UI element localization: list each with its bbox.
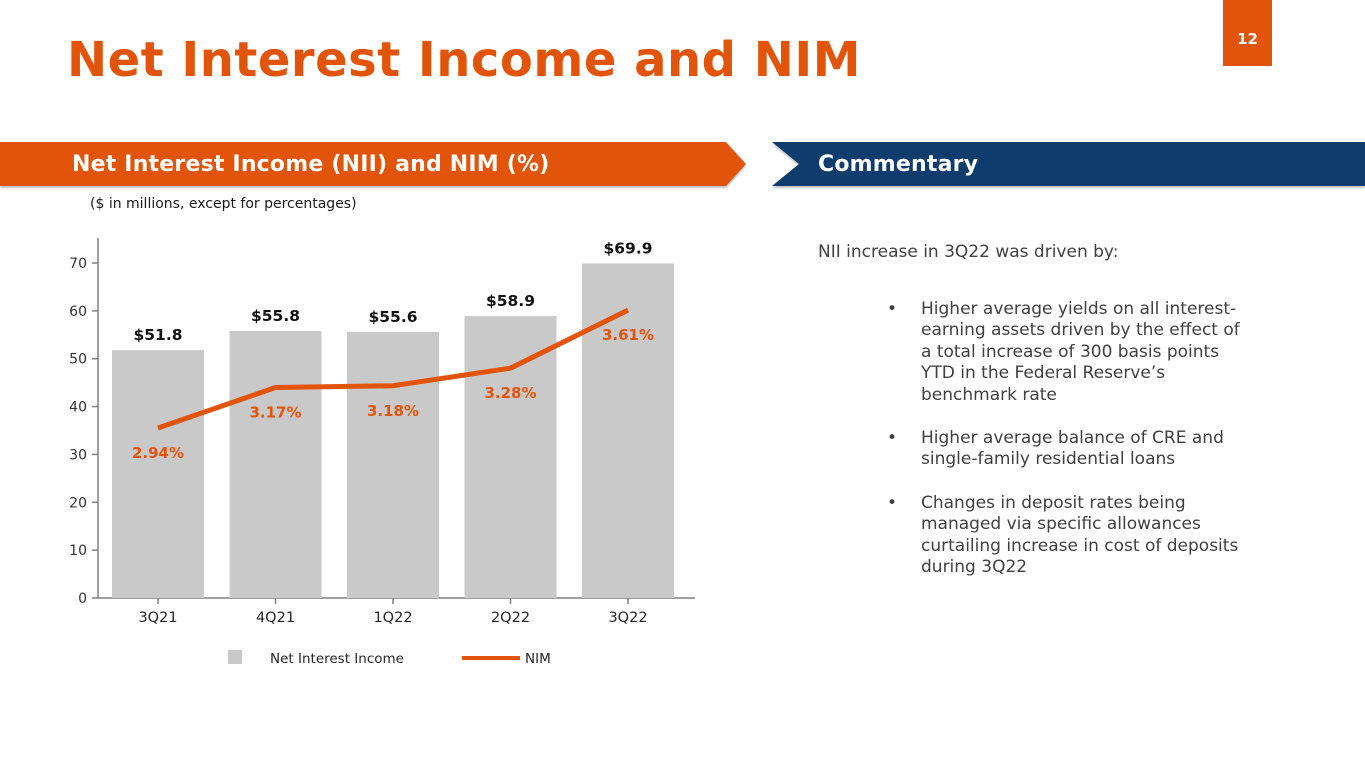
commentary-bullet-2: • Higher average balance of CRE and sing… (887, 428, 1224, 470)
chart-units-note: ($ in millions, except for percentages) (90, 196, 357, 212)
commentary-bullet-1: • Higher average yields on all interest-… (887, 299, 1240, 405)
bullet-dot: • (887, 428, 898, 449)
chart-banner-label: Net Interest Income (NII) and NIM (%) (72, 151, 550, 177)
bullet-dot: • (887, 299, 898, 319)
bar-value-label: $55.8 (251, 307, 300, 325)
bar-1Q22 (347, 331, 439, 598)
x-category-label: 2Q22 (491, 610, 530, 626)
nim-line (157, 307, 630, 431)
nim-value-label: 3.28% (484, 384, 536, 402)
commentary-bullet-list: • Higher average yields on all interest-… (885, 299, 1315, 600)
y-tick-label: 60 (69, 304, 87, 320)
y-tick-label: 30 (69, 447, 87, 463)
y-tick-label: 10 (69, 543, 87, 559)
bar-value-label: $69.9 (603, 239, 652, 257)
y-tick-label: 40 (69, 400, 87, 416)
nim-value-label: 3.18% (367, 402, 419, 420)
legend-nim-label: NIM (525, 651, 551, 667)
x-category-label: 1Q22 (373, 610, 412, 626)
bar-3Q22 (582, 263, 674, 598)
bar-2Q22 (464, 316, 557, 598)
y-tick-label: 0 (78, 591, 87, 607)
x-category-label: 3Q21 (138, 610, 177, 626)
page-title: Net Interest Income and NIM (67, 32, 862, 88)
legend-bar-swatch (228, 650, 242, 664)
page-number-badge: 12 (1223, 0, 1272, 66)
bar-value-label: $58.9 (486, 292, 535, 310)
bar-3Q21 (112, 350, 204, 598)
commentary-intro: NII increase in 3Q22 was driven by: (818, 242, 1119, 262)
y-tick-label: 50 (69, 352, 87, 368)
commentary-section-banner: Commentary (772, 142, 1365, 186)
y-tick-label: 70 (69, 256, 87, 272)
nim-value-label: 2.94% (132, 444, 184, 462)
bar-4Q21 (229, 330, 322, 598)
chart-section-banner: Net Interest Income (NII) and NIM (%) (0, 142, 746, 186)
nii-nim-chart: 0 10 20 30 40 50 60 70 $51.8 3Q21 $55.8 4Q21 $55.6 1Q… (69, 238, 695, 667)
x-category-label: 4Q21 (256, 610, 295, 626)
commentary-banner-label: Commentary (818, 151, 979, 177)
bar-value-label: $51.8 (133, 326, 182, 344)
x-category-label: 3Q22 (608, 610, 647, 626)
commentary-bullet-3: • Changes in deposit rates being managed… (887, 492, 1239, 578)
bullet-dot: • (887, 492, 898, 513)
commentary-banner-chevron-shape: Commentary (772, 142, 1365, 186)
nim-value-label: 3.61% (602, 326, 654, 344)
y-tick-label: 20 (69, 495, 87, 511)
page-number: 12 (1237, 30, 1258, 48)
nim-value-label: 3.17% (249, 404, 301, 422)
chart-banner-arrow-shape: Net Interest Income (NII) and NIM (%) (0, 142, 746, 186)
bar-value-label: $55.6 (368, 308, 417, 326)
legend-bar-label: Net Interest Income (270, 651, 404, 667)
